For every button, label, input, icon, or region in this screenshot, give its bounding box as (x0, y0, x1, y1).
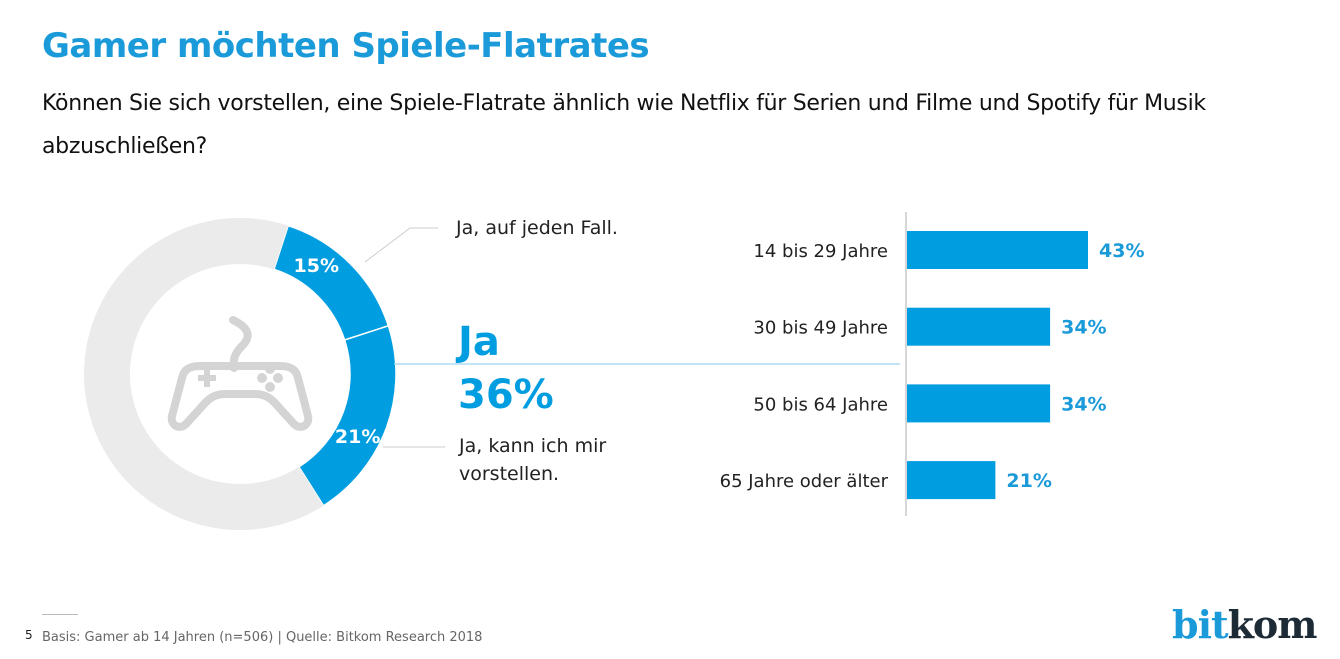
bitkom-logo: bitkom (1172, 602, 1318, 647)
bar (907, 461, 996, 500)
bar-value-label: 34% (1061, 393, 1106, 415)
slice-label-ja-kann-ich: Ja, kann ich mir (458, 435, 606, 457)
page-title: Gamer möchten Spiele-Flatrates (42, 26, 650, 66)
bar-value-label: 21% (1006, 470, 1051, 492)
donut-slice (297, 324, 397, 507)
donut-value-label: 15% (294, 255, 339, 277)
bar-category-label: 30 bis 49 Jahre (753, 318, 888, 339)
question-subtitle: Können Sie sich vorstellen, eine Spiele-… (42, 91, 1206, 159)
donut-value-label: 21% (335, 426, 380, 448)
leader-line (364, 227, 438, 263)
donut-slice (273, 224, 390, 341)
bar-category-label: 50 bis 64 Jahre (753, 394, 888, 415)
logo-bit: bit (1172, 602, 1229, 647)
bar (907, 384, 1051, 423)
bar-chart: 14 bis 29 Jahre 43% 30 bis 49 Jahre 34% 50 b… (720, 212, 1144, 516)
donut-slice (84, 217, 324, 530)
source-note: Basis: Gamer ab 14 Jahren (n=506) | Quel… (42, 630, 483, 645)
footer-divider (42, 614, 78, 615)
bar-value-label: 43% (1099, 240, 1144, 262)
donut-chart (84, 217, 397, 530)
bar (907, 307, 1051, 346)
slice-label-ja-kann-ich-line2: vorstellen. (459, 463, 559, 485)
bar-category-label: 65 Jahre oder älter (720, 471, 889, 492)
total-value: 36% (458, 372, 554, 418)
page-number: 5 (25, 628, 33, 642)
bar-category-label: 14 bis 29 Jahre (753, 241, 888, 262)
slice-label-ja-auf-jeden-fall: Ja, auf jeden Fall. (455, 217, 618, 239)
bar-value-label: 34% (1061, 317, 1106, 339)
logo-kom: kom (1227, 602, 1318, 647)
gamepad-icon (167, 316, 313, 431)
total-label: Ja (455, 319, 500, 365)
bar (907, 231, 1088, 269)
